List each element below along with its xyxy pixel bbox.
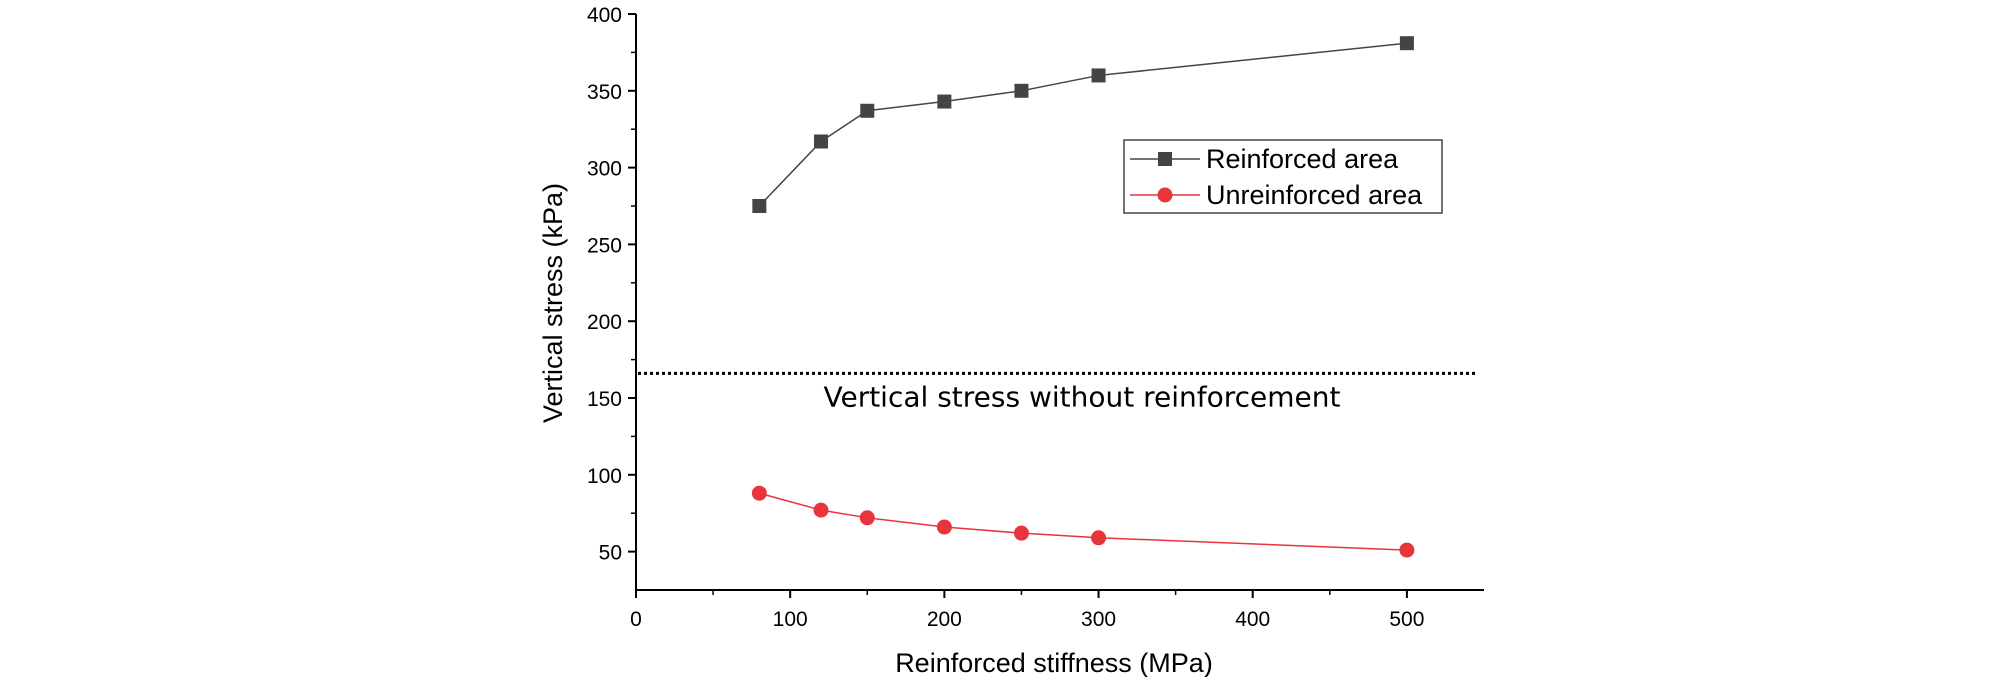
y-tick-label: 250	[587, 234, 622, 257]
series-1	[751, 485, 1415, 558]
data-point-circle	[1091, 530, 1107, 546]
reference-line-group: Vertical stress without reinforcement	[638, 371, 1476, 413]
data-point-circle	[1013, 525, 1029, 541]
series-line	[759, 492, 1407, 551]
data-point-circle	[936, 519, 952, 535]
x-tick-label: 100	[773, 608, 808, 631]
data-point-circle	[1399, 542, 1415, 558]
reference-line-label: Vertical stress without reinforcement	[823, 380, 1340, 413]
x-tick-label: 500	[1389, 608, 1424, 631]
data-point-square	[752, 199, 767, 213]
x-tick-label: 0	[630, 608, 642, 631]
data-point-square	[1014, 83, 1029, 98]
series-0	[752, 36, 1414, 213]
x-tick-label: 200	[927, 608, 962, 631]
data-point-square	[1399, 36, 1414, 51]
legend-marker-square	[1158, 152, 1172, 166]
data-point-square	[937, 94, 952, 109]
legend-label: Reinforced area	[1206, 144, 1399, 174]
legend-label: Unreinforced area	[1206, 180, 1423, 210]
y-tick-label: 400	[587, 4, 622, 27]
legend: Reinforced area Unreinforced area	[1123, 139, 1443, 214]
data-point-square	[860, 103, 875, 118]
y-tick-label: 150	[587, 388, 622, 411]
y-tick-label: 100	[587, 465, 622, 488]
legend-box	[1123, 139, 1443, 214]
axes	[635, 14, 1484, 591]
x-axis-title: Reinforced stiffness (MPa)	[895, 648, 1213, 677]
data-point-circle	[859, 510, 875, 526]
y-tick-label: 350	[587, 81, 622, 104]
data-point-circle	[751, 485, 767, 501]
legend-marker-circle	[1157, 187, 1173, 203]
x-tick-label: 400	[1235, 608, 1270, 631]
y-tick-label: 300	[587, 158, 622, 181]
data-point-circle	[813, 502, 829, 518]
y-tick-label: 50	[599, 542, 622, 565]
y-axis-title: Vertical stress (kPa)	[538, 183, 568, 423]
axis-ticks: 0 100 200 300 400 500 50 100 150 200 250 300 350 400	[587, 4, 1424, 631]
y-tick-label: 200	[587, 311, 622, 334]
series-group	[751, 36, 1415, 558]
x-tick-label: 300	[1081, 608, 1116, 631]
data-point-square	[814, 134, 829, 149]
data-point-square	[1091, 68, 1106, 83]
